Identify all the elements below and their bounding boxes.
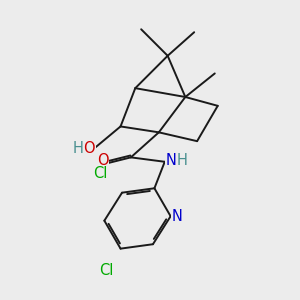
- Text: N: N: [172, 209, 182, 224]
- Text: Cl: Cl: [99, 263, 113, 278]
- Text: Cl: Cl: [93, 166, 107, 181]
- Text: N: N: [166, 153, 177, 168]
- Text: O: O: [97, 153, 109, 168]
- Text: H: H: [72, 141, 83, 156]
- Text: O: O: [83, 141, 95, 156]
- Text: H: H: [177, 153, 188, 168]
